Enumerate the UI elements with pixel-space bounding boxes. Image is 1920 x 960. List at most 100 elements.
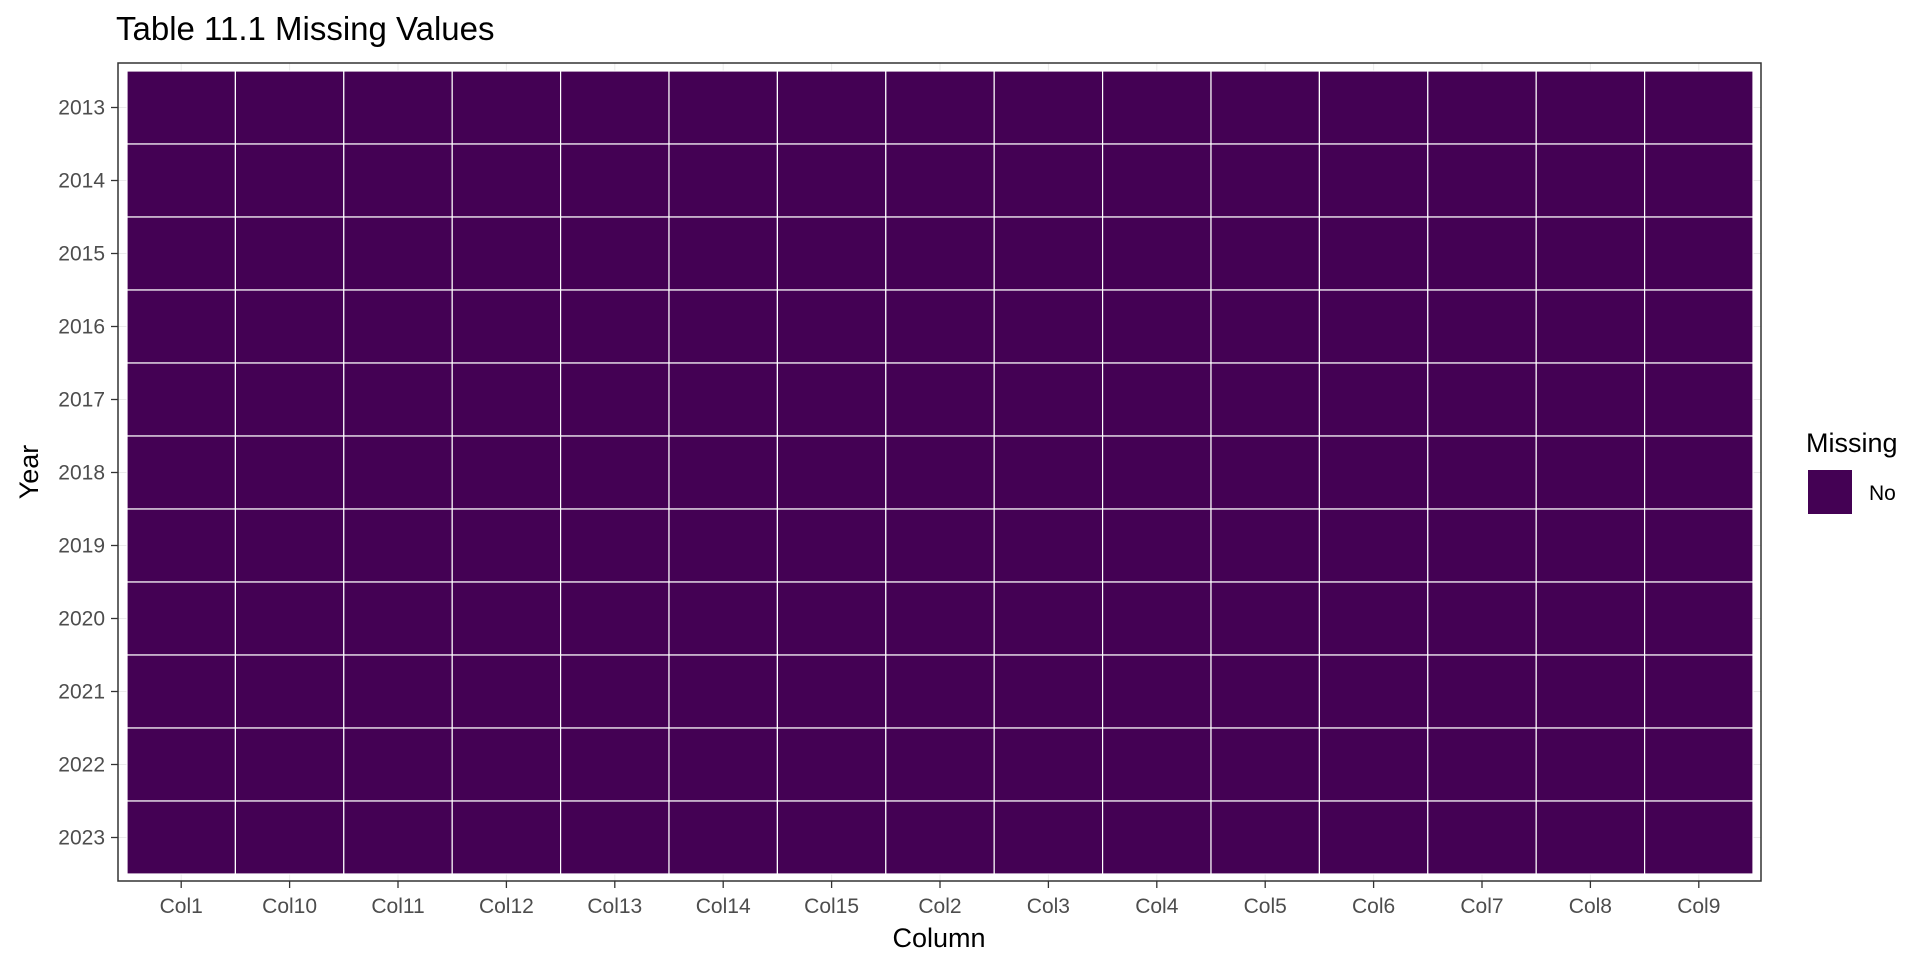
heatmap-tile [559, 581, 670, 656]
heatmap-tile [451, 800, 562, 875]
heatmap-tile [668, 70, 779, 145]
heatmap-tile [234, 216, 345, 291]
heatmap-tile [776, 435, 887, 510]
heatmap-tile [668, 216, 779, 291]
heatmap-tile [993, 362, 1104, 437]
heatmap-tile [126, 654, 237, 729]
heatmap-tile [126, 362, 237, 437]
heatmap-tile [451, 216, 562, 291]
heatmap-tile [1643, 216, 1754, 291]
heatmap-tile [1101, 289, 1212, 364]
heatmap-tile [1427, 581, 1537, 656]
y-tick-label: 2021 [58, 681, 105, 704]
x-axis-ticks: Col1 Col10 Col11 Col12 Col13 Col14 Col15 Col2 Co… [160, 881, 1720, 918]
y-axis-ticks: 2013 2014 2015 2016 2017 2018 2019 2020 2021 2022… [58, 97, 118, 850]
heatmap-tile [1643, 362, 1754, 437]
heatmap-tile [1210, 289, 1321, 364]
heatmap-tile [668, 654, 779, 729]
heatmap-tile [1427, 362, 1537, 437]
heatmap-tile [885, 216, 995, 291]
heatmap-tile [343, 216, 453, 291]
heatmap-tile [126, 581, 237, 656]
heatmap-tile [1318, 508, 1429, 583]
heatmap-tile [451, 581, 562, 656]
heatmap-tile [1318, 727, 1429, 802]
x-tick-label: Col5 [1244, 895, 1287, 918]
heatmap-tile [1210, 216, 1321, 291]
heatmap-tile [993, 435, 1104, 510]
heatmap-tile [1101, 654, 1212, 729]
y-tick-label: 2019 [58, 535, 105, 558]
heatmap-tile [1535, 143, 1646, 218]
heatmap-tile [234, 362, 345, 437]
heatmap-tile [343, 435, 453, 510]
heatmap-tile [776, 727, 887, 802]
heatmap-tile [451, 727, 562, 802]
x-axis-title: Column [892, 923, 985, 953]
heatmap-tile [126, 508, 237, 583]
heatmap-tile [1318, 654, 1429, 729]
heatmap-tile [234, 143, 345, 218]
heatmap-tile [451, 70, 562, 145]
heatmap-tile [343, 508, 453, 583]
heatmap-tile [1210, 70, 1321, 145]
heatmap-tile [1427, 800, 1537, 875]
x-tick-label: Col12 [479, 895, 534, 918]
legend: Missing No [1806, 428, 1898, 514]
heatmap-tile [1535, 289, 1646, 364]
heatmap-tile [885, 654, 995, 729]
heatmap-tile [776, 70, 887, 145]
heatmap-tile [668, 435, 779, 510]
heatmap-tile [885, 508, 995, 583]
x-tick-label: Col15 [804, 895, 859, 918]
heatmap-tile [126, 727, 237, 802]
y-axis-title: Year [14, 445, 44, 500]
heatmap-tile [234, 289, 345, 364]
heatmap-tile [885, 800, 995, 875]
heatmap-tile [993, 654, 1104, 729]
y-tick-label: 2020 [58, 608, 105, 631]
heatmap-tile [1101, 362, 1212, 437]
heatmap-tile [451, 143, 562, 218]
heatmap-tiles [126, 70, 1754, 875]
heatmap-tile [1427, 143, 1537, 218]
x-tick-label: Col8 [1569, 895, 1612, 918]
heatmap-tile [1643, 727, 1754, 802]
x-tick-label: Col3 [1027, 895, 1070, 918]
y-tick-label: 2022 [58, 754, 105, 777]
x-tick-label: Col13 [587, 895, 642, 918]
heatmap-tile [776, 800, 887, 875]
heatmap-tile [343, 143, 453, 218]
heatmap-tile [1101, 800, 1212, 875]
heatmap-tile [1427, 289, 1537, 364]
heatmap-tile [234, 800, 345, 875]
heatmap-tile [559, 800, 670, 875]
heatmap-tile [1318, 216, 1429, 291]
heatmap-tile [234, 435, 345, 510]
heatmap-tile [1318, 800, 1429, 875]
heatmap-tile [1318, 435, 1429, 510]
heatmap-tile [1427, 654, 1537, 729]
heatmap-tile [126, 70, 237, 145]
heatmap-tile [559, 362, 670, 437]
heatmap-tile [1210, 143, 1321, 218]
heatmap-tile [343, 581, 453, 656]
heatmap-tile [234, 70, 345, 145]
heatmap-tile [993, 289, 1104, 364]
legend-key [1808, 470, 1852, 514]
heatmap-tile [993, 70, 1104, 145]
chart-title: Table 11.1 Missing Values [116, 10, 495, 47]
heatmap-tile [993, 800, 1104, 875]
heatmap-tile [885, 70, 995, 145]
heatmap-tile [1318, 143, 1429, 218]
heatmap-tile [1318, 70, 1429, 145]
heatmap-tile [234, 581, 345, 656]
heatmap-tile [1535, 216, 1646, 291]
heatmap-tile [1535, 435, 1646, 510]
heatmap-tile [993, 216, 1104, 291]
heatmap-tile [451, 435, 562, 510]
legend-title: Missing [1806, 428, 1898, 458]
heatmap-tile [1210, 362, 1321, 437]
heatmap-tile [776, 143, 887, 218]
heatmap-tile [776, 216, 887, 291]
